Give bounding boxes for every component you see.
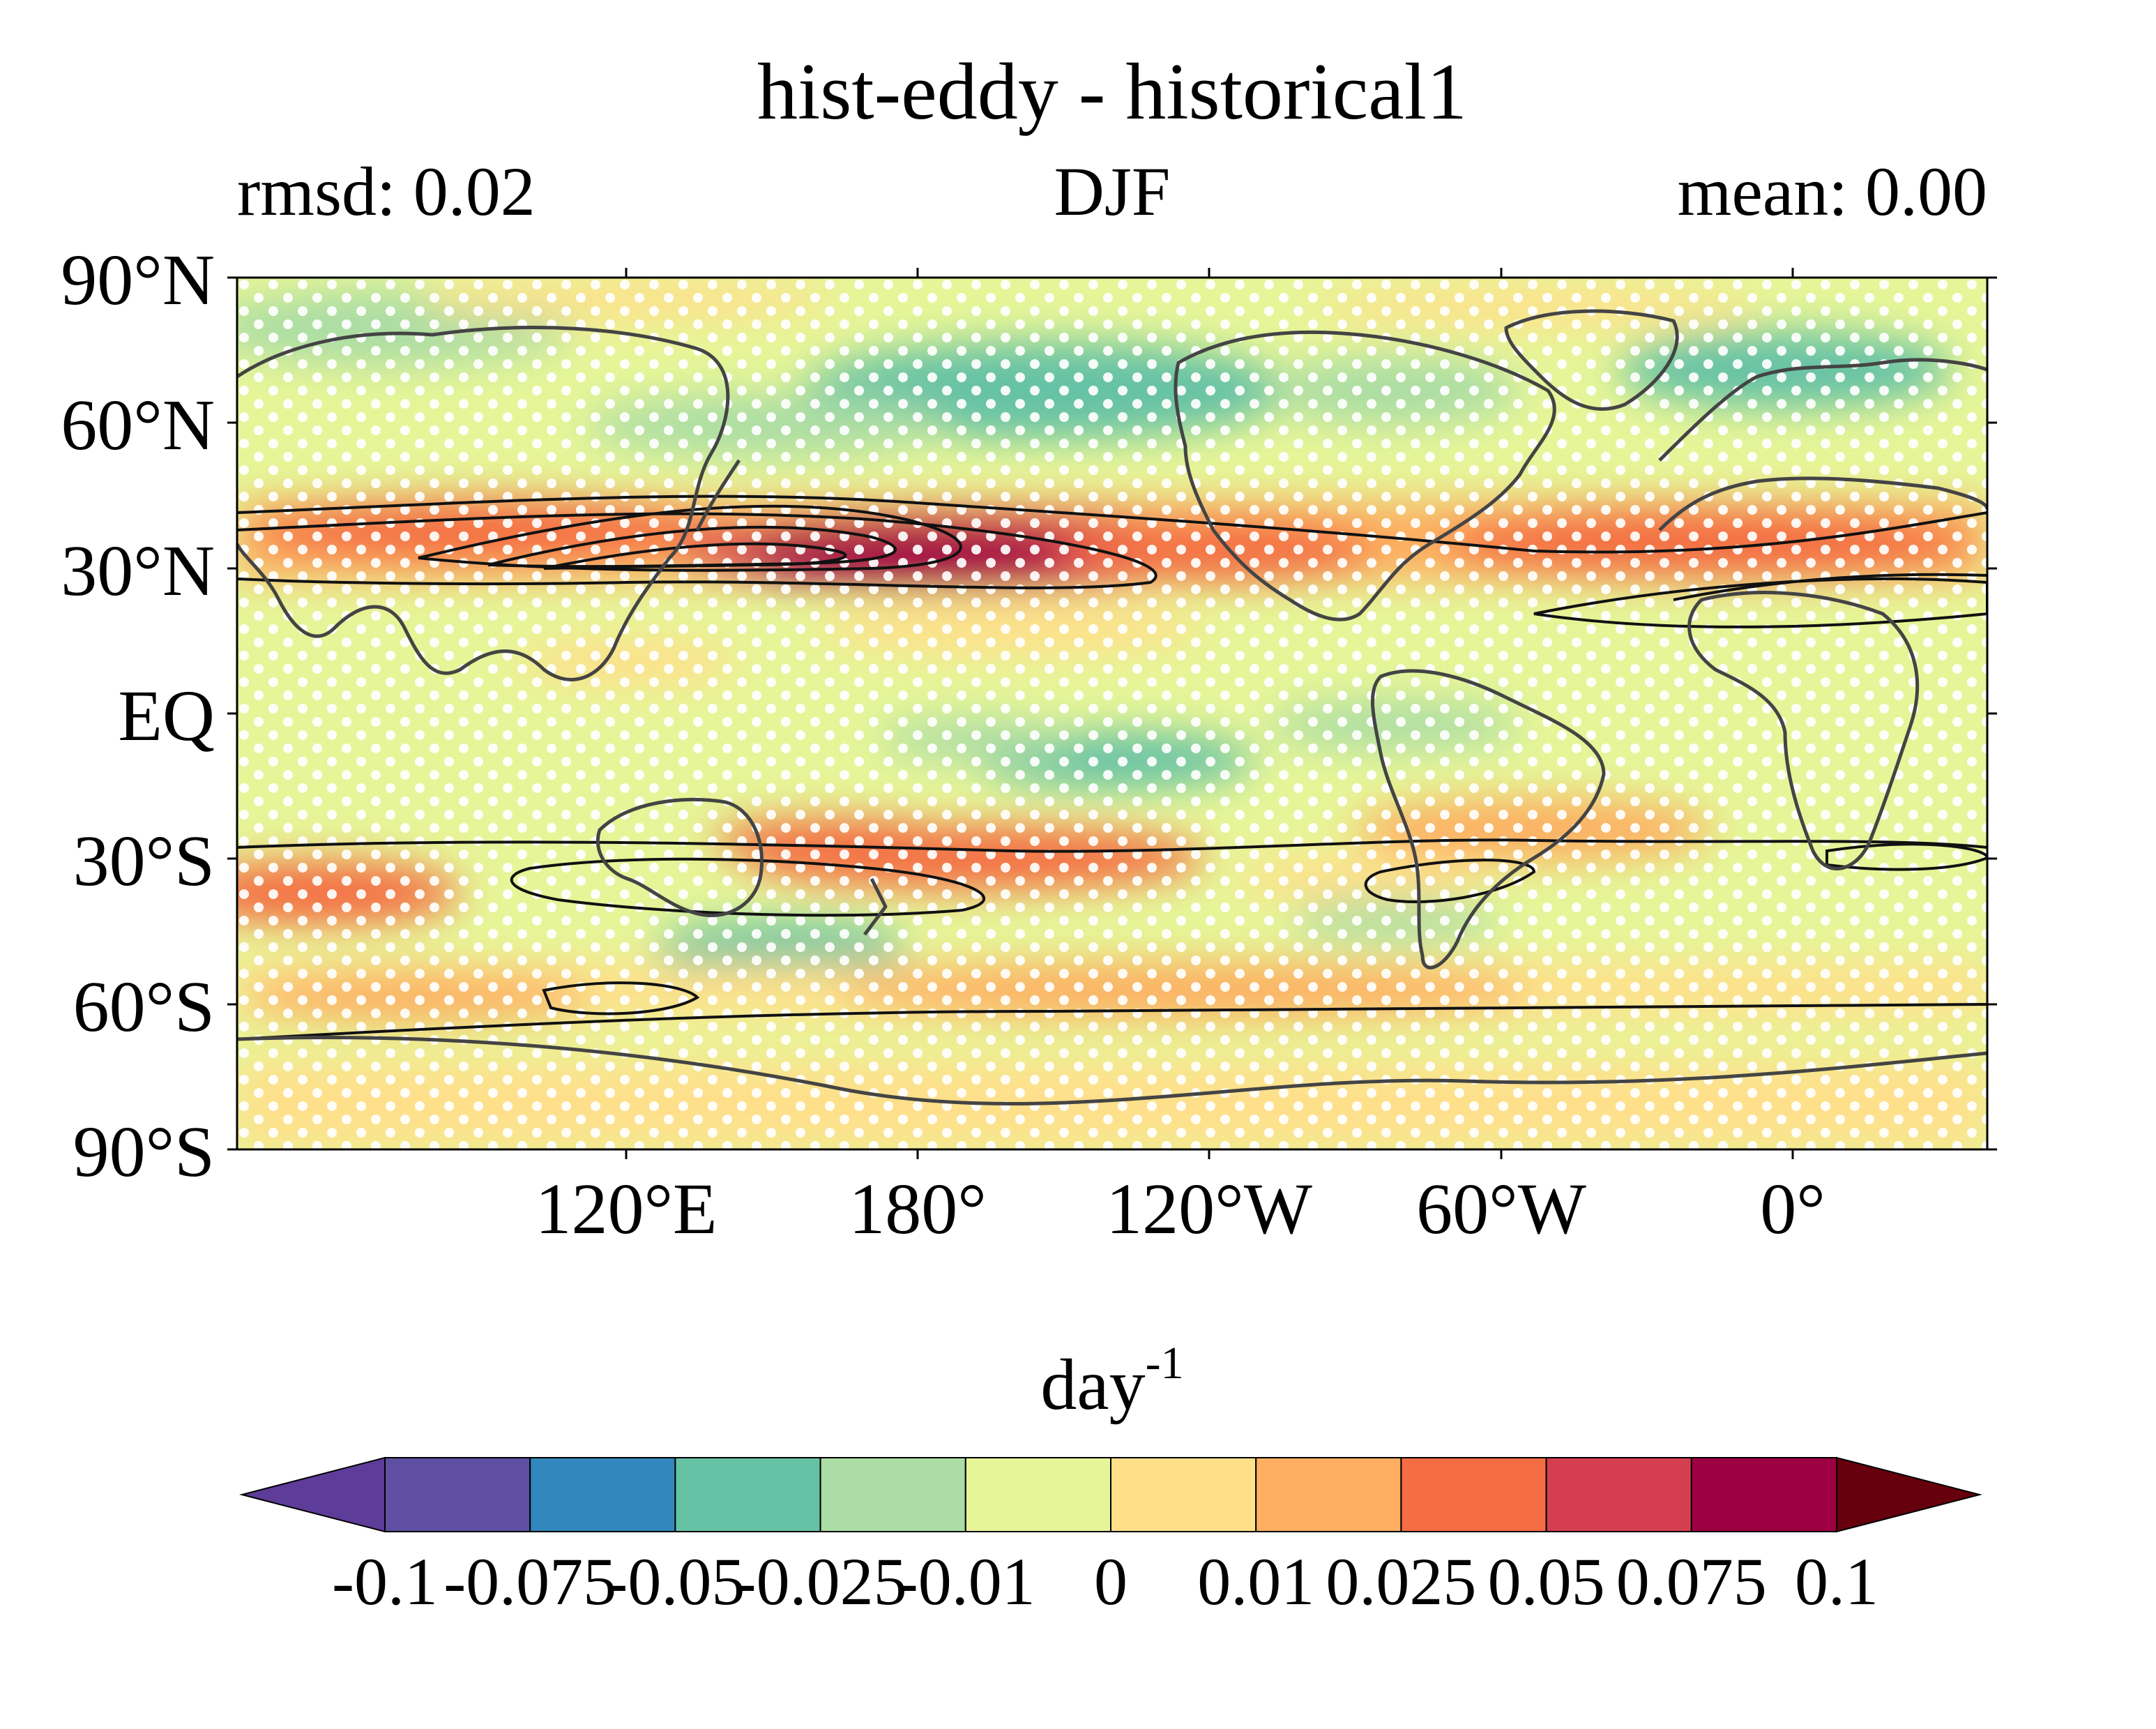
colorbar-tick-label: 0.05 xyxy=(1488,1544,1605,1619)
colorbar-segment xyxy=(1110,1457,1257,1532)
colorbar-tick-label: 0.01 xyxy=(1197,1544,1314,1619)
left-subtitle: rmsd: 0.02 xyxy=(237,153,536,230)
figure-title: hist-eddy - historical1 xyxy=(757,47,1467,137)
colorbar-tick-label: 0 xyxy=(1094,1544,1128,1619)
colorbar-segment xyxy=(1690,1457,1838,1532)
coastlines xyxy=(237,309,1987,1105)
x-tick-label: 180° xyxy=(849,1169,987,1249)
colorbar-extend-low xyxy=(239,1456,386,1533)
center-subtitle: DJF xyxy=(1054,153,1171,230)
x-tick-label: 120°W xyxy=(1106,1169,1312,1249)
y-tick-label: 30°S xyxy=(73,821,215,901)
colorbar-label: day-1 xyxy=(1040,1338,1183,1425)
colorbar-tick-label: 0.075 xyxy=(1616,1544,1767,1619)
colorbar-tick-label: -0.05 xyxy=(605,1544,745,1619)
colorbar-segment xyxy=(674,1457,821,1532)
x-ticks xyxy=(625,268,1794,1159)
y-tick-label: EQ xyxy=(118,676,215,756)
y-tick-label: 90°N xyxy=(61,240,215,320)
colorbar-tick-label: 0.1 xyxy=(1795,1544,1878,1619)
colorbar-extend-high xyxy=(1836,1456,1982,1533)
colorbar-segment xyxy=(1255,1457,1402,1532)
colorbar-tick-label: 0.025 xyxy=(1326,1544,1476,1619)
y-ticks xyxy=(227,276,1997,1151)
colorbar-tick-label: -0.075 xyxy=(443,1544,616,1619)
colorbar-segment xyxy=(384,1457,531,1532)
colorbar-tick-labels: -0.1 -0.075-0.05-0.025-0.01 0 0.01 0.025 0.05… xyxy=(332,1544,1878,1619)
colorbar-segment xyxy=(964,1457,1112,1532)
right-subtitle: mean: 0.00 xyxy=(1678,153,1987,230)
x-tick-label: 120°E xyxy=(535,1169,717,1249)
y-tick-label: 60°N xyxy=(61,385,215,465)
x-tick-label: 0° xyxy=(1760,1169,1825,1249)
colorbar-unit-base: day xyxy=(1040,1345,1145,1425)
y-tick-labels: 90°N 60°N 30°N EQ 30°S 60°S 90°S xyxy=(61,240,215,1192)
map-panel xyxy=(237,278,1987,1149)
colorbar-tick-label: -0.025 xyxy=(734,1544,907,1619)
colorbar-unit-exponent: -1 xyxy=(1146,1338,1184,1389)
colorbar xyxy=(239,1456,1982,1533)
colorbar-segment xyxy=(529,1457,676,1532)
y-tick-label: 90°S xyxy=(73,1112,215,1192)
colorbar-segment xyxy=(1400,1457,1547,1532)
colorbar-tick-label: -0.1 xyxy=(332,1544,438,1619)
y-tick-label: 60°S xyxy=(73,967,215,1047)
stippling-overlay xyxy=(237,278,1987,1149)
y-tick-label: 30°N xyxy=(61,531,215,611)
colorbar-tick-label: -0.01 xyxy=(896,1544,1035,1619)
colorbar-segment xyxy=(819,1457,966,1532)
colorbar-segment xyxy=(1545,1457,1692,1532)
x-tick-label: 60°W xyxy=(1416,1169,1586,1249)
x-tick-labels: 120°E 180° 120°W 60°W 0° xyxy=(535,1169,1825,1249)
